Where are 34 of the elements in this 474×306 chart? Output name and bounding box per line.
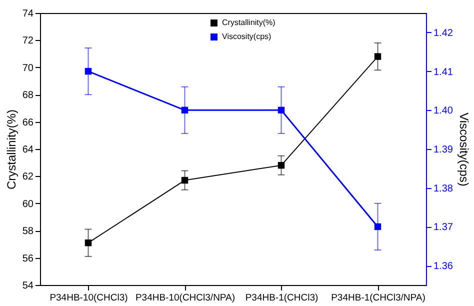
y2-tick-label: 1.36 xyxy=(434,261,454,272)
point xyxy=(181,176,188,184)
y-tick-label: 70 xyxy=(22,62,34,74)
y-tick-label: 60 xyxy=(22,198,34,210)
y-tick-label: 74 xyxy=(22,8,34,20)
y-tick-label: 56 xyxy=(22,253,34,264)
y-tick-label: 68 xyxy=(22,90,34,102)
point xyxy=(374,53,382,60)
y-tick-label: 54 xyxy=(22,280,34,292)
x-tick-label: P34HB-10(CHCl3) xyxy=(50,292,128,304)
y-tick-label: 72 xyxy=(22,36,34,47)
point xyxy=(84,68,92,75)
point xyxy=(278,162,285,169)
x-tick-label: P34HB-10(CHCl3/NPA) xyxy=(135,292,236,304)
y-axis-title: Crystallinity(%) xyxy=(4,109,18,190)
x-tick-label: P34HB-1(CHCl3) xyxy=(245,292,318,304)
y-tick-label: 58 xyxy=(22,226,34,238)
point xyxy=(84,239,92,246)
y2-tick-label: 1.40 xyxy=(434,106,454,117)
y2-tick-label: 1.42 xyxy=(434,28,454,39)
y-tick-label: 62 xyxy=(22,172,34,183)
y-tick-label: 64 xyxy=(22,144,34,156)
point xyxy=(374,223,382,230)
point xyxy=(278,106,285,114)
y2-axis-title: Viscosity(cps) xyxy=(456,112,471,186)
legend-label: Crystallinity(%) xyxy=(222,18,276,27)
y2-tick-label: 1.38 xyxy=(434,183,454,194)
y2-tick-label: 1.39 xyxy=(434,144,454,156)
y2-tick-label: 1.41 xyxy=(434,66,454,78)
x-tick-label: P34HB-1(CHCl3/NPA) xyxy=(331,292,426,304)
y2-tick-label: 1.37 xyxy=(434,222,454,234)
y-tick-label: 66 xyxy=(22,117,34,128)
legend-label: Viscosity(cps) xyxy=(222,32,272,41)
point xyxy=(181,106,188,114)
